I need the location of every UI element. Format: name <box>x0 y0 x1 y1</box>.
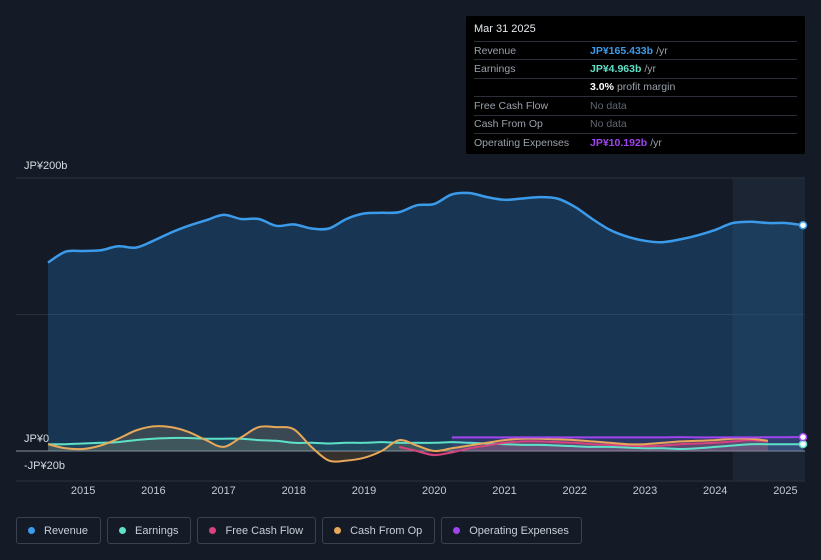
y-tick-label-zero: JP¥0 <box>24 433 50 445</box>
tooltip-row-unit: /yr <box>656 44 668 57</box>
y-tick-label-top: JP¥200b <box>24 160 68 172</box>
legend-item-free-cash-flow[interactable]: Free Cash Flow <box>197 517 317 544</box>
legend-item-earnings[interactable]: Earnings <box>107 517 192 544</box>
cash-from-op-area <box>48 426 768 462</box>
tooltip-row-label: Cash From Op <box>474 118 543 131</box>
tooltip-row-value: JP¥165.433b <box>590 44 654 57</box>
revenue-area <box>48 192 803 451</box>
x-tick-label: 2015 <box>70 485 96 497</box>
legend-label: Earnings <box>135 524 179 537</box>
legend-label: Operating Expenses <box>469 524 569 537</box>
highlight-region <box>732 178 805 481</box>
tooltip-row-unit: /yr <box>644 63 657 76</box>
tooltip-row: 3.0% profit margin <box>474 77 797 96</box>
legend-item-cash-from-op[interactable]: Cash From Op <box>322 517 436 544</box>
tooltip-row-value: No data <box>590 99 627 112</box>
tooltip-date: Mar 31 2025 <box>474 23 536 35</box>
legend-dot-icon <box>28 527 35 534</box>
tooltip-row-unit: /yr <box>650 136 662 149</box>
legend-dot-icon <box>119 527 127 534</box>
legend-label: Cash From Op <box>350 524 423 537</box>
y-tick-label-bottom: -JP¥20b <box>24 460 65 472</box>
x-tick-label: 2023 <box>632 485 658 497</box>
x-tick-label: 2021 <box>492 485 517 497</box>
tooltip-row-value: JP¥10.192b <box>590 136 648 149</box>
tooltip-row: Revenue JP¥165.433b/yr <box>474 41 797 59</box>
tooltip-row: Earnings JP¥4.963b/yr <box>474 59 797 77</box>
legend-dot-icon <box>334 527 342 534</box>
x-tick-label: 2025 <box>773 485 798 497</box>
tooltip-row: Operating Expenses JP¥10.192b/yr <box>474 132 797 151</box>
tooltip-row-label: Free Cash Flow <box>474 99 549 112</box>
earnings-end-marker <box>798 439 808 449</box>
tooltip-row: Free Cash Flow No data <box>474 96 797 114</box>
tooltip-row-label: Revenue <box>474 44 517 57</box>
legend-item-operating-expenses[interactable]: Operating Expenses <box>441 517 582 544</box>
tooltip-row-value: No data <box>590 118 627 131</box>
revenue-end-marker <box>798 220 808 230</box>
legend-label: Revenue <box>44 524 89 537</box>
free-cash-flow-line <box>398 439 768 457</box>
revenue-line <box>47 191 804 264</box>
legend-dot-icon <box>453 527 461 534</box>
tooltip-row-label: Earnings <box>474 63 516 76</box>
cash-from-op-line <box>47 425 769 463</box>
operating-expenses-end-marker <box>798 432 808 442</box>
x-tick-label: 2022 <box>562 485 587 497</box>
x-tick-label: 2024 <box>702 485 728 497</box>
earnings-line <box>47 436 803 450</box>
tooltip-row-label: Operating Expenses <box>474 136 570 149</box>
tooltip-row-value: 3.0% <box>590 81 614 94</box>
x-tick-label: 2018 <box>281 485 307 497</box>
tooltip-row-value: JP¥4.963b <box>590 63 642 76</box>
tooltip-panel: Mar 31 2025 Revenue JP¥165.433b/yr Earning… <box>466 16 805 154</box>
legend-dot-icon <box>209 527 217 534</box>
x-tick-label: 2016 <box>141 485 166 497</box>
tooltip-row: Cash From Op No data <box>474 114 797 133</box>
legend-item-revenue[interactable]: Revenue <box>16 517 102 544</box>
tooltip-row-unit: profit margin <box>616 81 676 94</box>
legend-label: Free Cash Flow <box>225 524 304 537</box>
x-tick-label: 2019 <box>351 485 377 497</box>
x-tick-label: 2017 <box>211 485 236 497</box>
x-tick-label: 2020 <box>422 485 447 497</box>
legend: Revenue Earnings Free Cash Flow Cash From O… <box>16 517 582 544</box>
